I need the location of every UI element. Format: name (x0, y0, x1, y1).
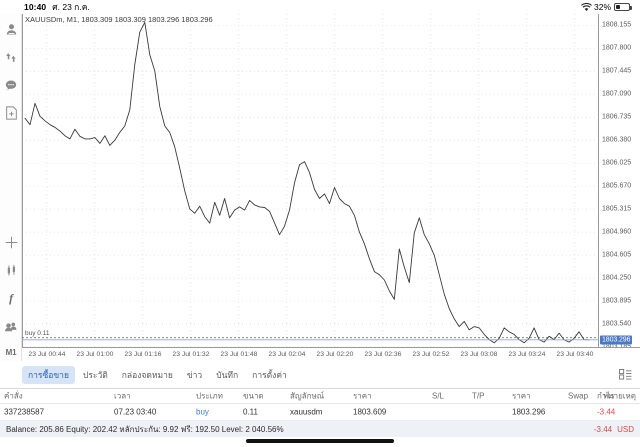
price-tick: 1804.960 (602, 228, 632, 236)
table-header-cell: S/L (432, 391, 445, 401)
price-tick: 1805.315 (602, 205, 632, 213)
cell-time: 07.23 03:40 (114, 407, 157, 417)
objects-icon[interactable] (0, 313, 22, 339)
tab-settings[interactable]: การตั้งค่า (252, 369, 287, 380)
price-tick: 1807.090 (602, 90, 632, 98)
balance-total-group: -3.44 USD (594, 425, 634, 434)
table-header-cell: สัญลักษณ์ (290, 391, 325, 401)
table-header-cell: ประเภท (196, 391, 223, 401)
chart-plot[interactable]: buy 0.11 (22, 14, 598, 347)
price-tick: 1807.800 (602, 44, 632, 52)
battery-percent: 32% (593, 2, 611, 12)
tab-mailbox[interactable]: กล่องจดหมาย (121, 369, 173, 380)
status-time: 10:40 (24, 2, 47, 12)
table-header-cell: คำสั่ง (4, 391, 23, 401)
price-tick: 1804.605 (602, 251, 632, 259)
crosshair-icon[interactable] (0, 229, 22, 255)
indicators-label: f (9, 290, 13, 305)
table-header-cell: เวลา (114, 391, 131, 401)
table-header-cell: ราคา (512, 391, 531, 401)
grid-horizontal (22, 24, 598, 347)
chat-icon[interactable] (0, 72, 22, 98)
time-tick: 23 Jul 01:48 (220, 351, 258, 358)
time-tick: 23 Jul 01:16 (124, 351, 162, 358)
table-row[interactable]: 337238587 07.23 03:40 buy 0.11 xauusdm 1… (0, 404, 640, 421)
time-tick: 23 Jul 02:04 (268, 351, 306, 358)
time-tick: 23 Jul 03:24 (508, 351, 546, 358)
list-view-icon[interactable] (619, 369, 640, 380)
tab-news[interactable]: ข่าว (186, 369, 203, 380)
price-tick: 1803.895 (602, 297, 632, 305)
time-tick: 23 Jul 00:44 (28, 351, 66, 358)
balance-total: -3.44 (593, 424, 613, 434)
price-tick: 1807.445 (602, 67, 632, 75)
time-tick: 23 Jul 02:20 (316, 351, 354, 358)
indicators-icon[interactable]: f (0, 285, 22, 311)
table-header-cell: กำไร (597, 391, 615, 401)
cell-symbol: xauusdm (290, 407, 323, 417)
table-header-cell: Swap (568, 391, 589, 401)
buy-position-label: buy 0.11 (25, 329, 50, 337)
chart-area[interactable]: XAUUSDm, M1, 1803.309 1803.309 1803.296 … (22, 14, 640, 361)
price-scale[interactable]: 1808.155 1807.800 1807.445 1807.090 1806.735… (598, 14, 640, 351)
table-header-cell: หมายเหตุ (603, 391, 636, 401)
cell-price-current: 1803.296 (512, 407, 546, 417)
wifi-icon (581, 3, 592, 11)
time-scale[interactable]: 23 Jul 00:44 23 Jul 01:00 23 Jul 01:16 23 J… (22, 347, 640, 361)
timeframe-label: M1 (5, 347, 17, 357)
battery-icon (614, 3, 632, 11)
price-line (24, 21, 590, 344)
time-tick: 23 Jul 02:36 (364, 351, 402, 358)
tab-trade[interactable]: การซื้อขาย (22, 365, 75, 384)
chart-title: XAUUSDm, M1, 1803.309 1803.309 1803.296 … (25, 15, 213, 24)
cell-profit: -3.44 (597, 407, 616, 417)
cell-size: 0.11 (243, 407, 258, 417)
tab-history[interactable]: ประวัติ (82, 369, 108, 380)
status-bar: 10:40 ศ. 23 ก.ค. 32% (0, 0, 640, 14)
table-header-cell: T/P (472, 391, 485, 401)
status-bar-left: 10:40 ศ. 23 ก.ค. (6, 0, 90, 14)
chart-type-icon[interactable] (0, 257, 22, 283)
price-tick: 1806.735 (602, 113, 632, 121)
time-tick: 23 Jul 03:40 (556, 351, 594, 358)
balance-currency: USD (617, 424, 634, 434)
table-header-cell: ราคา (353, 391, 372, 401)
price-tick: 1803.540 (602, 320, 632, 328)
cell-price-open: 1803.609 (353, 407, 387, 417)
left-toolbar: f M1 (0, 14, 22, 361)
timeframe-button[interactable]: M1 (0, 339, 22, 365)
table-header-cell: ขนาด (243, 391, 264, 401)
status-bar-right: 32% (581, 2, 634, 12)
status-date: ศ. 23 ก.ค. (52, 2, 90, 12)
cell-order: 337238587 (4, 407, 45, 417)
time-tick: 23 Jul 03:08 (460, 351, 498, 358)
time-tick: 23 Jul 02:52 (412, 351, 450, 358)
bottom-tab-bar: การซื้อขาย ประวัติ กล่องจดหมาย ข่าว บันท… (0, 361, 640, 389)
time-tick: 23 Jul 01:32 (172, 351, 210, 358)
price-tick: 1806.025 (602, 159, 632, 167)
balance-bar: Balance: 205.86 Equity: 202.42 หลักประกั… (0, 421, 640, 437)
home-indicator (246, 439, 394, 443)
account-icon[interactable] (0, 16, 22, 42)
balance-summary: Balance: 205.86 Equity: 202.42 หลักประกั… (6, 424, 284, 434)
cell-type: buy (196, 407, 209, 417)
price-tick: 1808.155 (602, 21, 632, 29)
price-tick: 1805.670 (602, 182, 632, 190)
new-chart-icon[interactable] (0, 100, 22, 126)
price-tick: 1804.250 (602, 274, 632, 282)
price-tick: 1806.380 (602, 136, 632, 144)
grid-vertical (46, 14, 576, 347)
trade-arrows-icon[interactable] (0, 44, 22, 70)
current-price-label: 1803.296 (600, 335, 633, 345)
time-tick: 23 Jul 01:00 (76, 351, 114, 358)
tab-journal[interactable]: บันทึก (216, 369, 239, 380)
orders-table-header: คำสั่ง เวลา ประเภท ขนาด สัญลักษณ์ ราคา S/L T/P ร… (0, 389, 640, 404)
